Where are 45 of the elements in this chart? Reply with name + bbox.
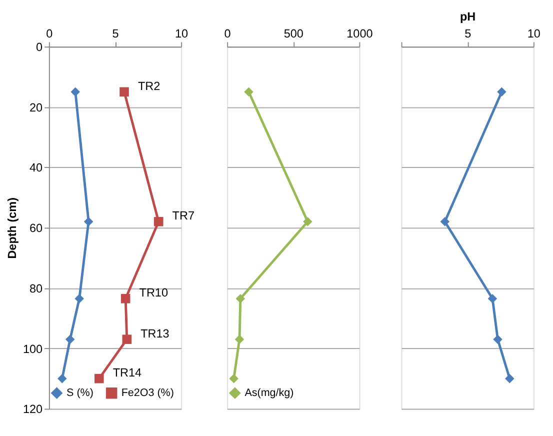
y-tick-label: 40 — [30, 162, 44, 175]
x-tick-label: 500 — [284, 27, 304, 40]
point — [303, 216, 312, 226]
point — [74, 294, 84, 304]
x-tick-label: 5 — [112, 27, 120, 40]
point — [84, 216, 94, 226]
legend-label: As(mg/kg) — [244, 387, 294, 400]
y-tick-label: 20 — [30, 101, 44, 114]
point — [120, 294, 130, 304]
point — [234, 334, 244, 344]
annotation: TR14 — [112, 366, 142, 380]
annotation: TR7 — [172, 210, 194, 223]
point — [154, 216, 164, 226]
y-tick-label: 120 — [22, 403, 44, 416]
x-tick-label: 1000 — [346, 27, 374, 40]
point — [120, 87, 129, 97]
annotation: TR2 — [138, 80, 160, 93]
x-tick-label: 0 — [46, 27, 54, 40]
annotation: TR10 — [139, 286, 168, 300]
legend-label: Fe2O3 (%) — [121, 387, 174, 400]
annotation: TR13 — [140, 327, 170, 340]
x-axis-title: pH — [460, 10, 476, 24]
legend-label: S (%) — [66, 387, 94, 400]
y-tick-label: 0 — [36, 41, 44, 54]
y-tick-label: 80 — [30, 282, 44, 296]
point — [440, 216, 450, 226]
point — [493, 334, 502, 344]
x-tick-label: 10 — [175, 27, 189, 40]
point — [236, 294, 246, 304]
point — [122, 334, 132, 344]
point — [70, 87, 80, 97]
y-axis-title: Depth (cm) — [6, 197, 20, 259]
point — [58, 374, 67, 384]
point — [65, 334, 75, 344]
y-tick-label: 60 — [30, 222, 44, 236]
point — [505, 374, 514, 384]
point — [94, 374, 104, 384]
point — [488, 294, 498, 304]
x-tick-label: 5 — [464, 27, 472, 40]
point — [497, 87, 506, 97]
x-tick-label: 10 — [527, 27, 541, 40]
y-tick-label: 100 — [22, 342, 44, 356]
x-tick-label: 0 — [224, 27, 232, 40]
point — [229, 374, 238, 384]
point — [244, 87, 254, 97]
